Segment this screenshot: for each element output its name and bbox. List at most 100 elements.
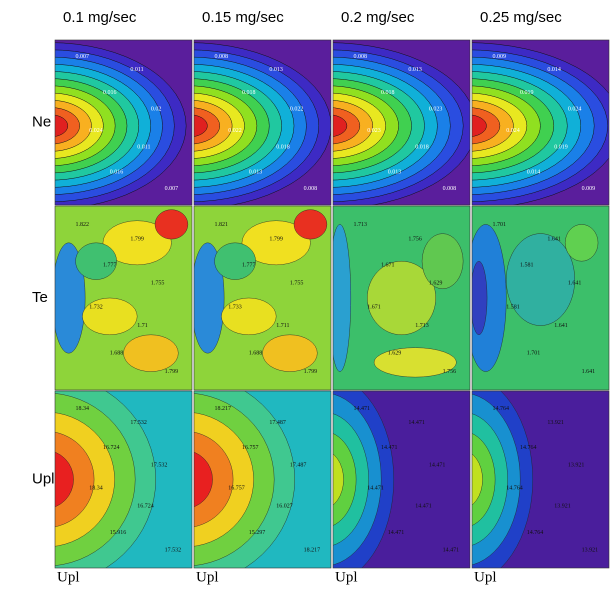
panel-body: 14.471 14.471 14.471 14.471 14.471 14.471 14.4… <box>333 391 470 568</box>
contour-panel: 0.009 0.014 0.019 0.024 0.024 0.019 0.014 0.009 <box>471 39 610 206</box>
contour-panel: 18.34 17.532 16.724 17.532 18.34 16.724 15.916… <box>54 390 193 569</box>
contour-label: 1.822 <box>76 222 90 228</box>
contour-label: 1.581 <box>520 262 534 268</box>
contour-label: 0.018 <box>242 90 256 96</box>
contour-label: 0.016 <box>110 169 124 175</box>
contour-label: 0.008 <box>443 186 457 192</box>
panel-border <box>471 205 610 391</box>
contour-panel: 0.007 0.011 0.016 0.02 0.024 0.011 0.016 0.007 <box>54 39 193 206</box>
contour-label: 13.921 <box>547 420 564 426</box>
contour <box>472 114 487 137</box>
contour <box>472 433 496 526</box>
contour-label: 14.471 <box>408 420 425 426</box>
contour-label: 14.471 <box>443 548 460 554</box>
contour-label: 1.713 <box>415 323 429 329</box>
panel-border <box>332 39 471 206</box>
contour <box>55 451 74 508</box>
contour <box>194 114 208 137</box>
contour-label: 0.018 <box>276 145 290 151</box>
column-footer: Upl <box>57 569 80 585</box>
contour-label: 1.701 <box>527 351 541 357</box>
panel-border <box>193 205 332 391</box>
contour-label: 0.013 <box>249 169 262 175</box>
panel-body: 0.008 0.013 0.018 0.022 0.022 0.018 0.013 0.008 <box>194 40 331 205</box>
contour-label: 14.764 <box>520 445 537 451</box>
contour-panel: 1.701 1.641 1.581 1.641 1.581 1.641 1.701 1.641 <box>471 205 610 391</box>
contour <box>373 347 457 378</box>
contour <box>194 451 213 508</box>
contour-panel: 14.764 13.921 14.764 13.921 14.764 13.921 14.7… <box>471 390 610 569</box>
contour <box>421 233 464 290</box>
panel-body: 1.821 1.799 1.777 1.755 1.733 1.711 1.688 1.799 <box>194 206 331 390</box>
contour-label: 16.027 <box>276 503 293 509</box>
contour <box>123 334 179 372</box>
contour-label: 16.724 <box>103 445 120 451</box>
contour-label: 14.471 <box>415 503 432 509</box>
panel-border <box>54 390 193 569</box>
contour-label: 1.71 <box>137 323 148 329</box>
contour-label: 0.008 <box>354 54 368 60</box>
contour-label: 0.022 <box>290 107 304 113</box>
contour-label: 0.018 <box>381 90 395 96</box>
contour <box>82 297 138 335</box>
contour-panel: 0.008 0.013 0.018 0.022 0.022 0.018 0.013 0.008 <box>193 39 332 206</box>
contour <box>564 224 599 262</box>
contour-label: 0.007 <box>165 186 179 192</box>
contour-label: 0.013 <box>408 67 422 73</box>
contour-label: 17.532 <box>165 548 182 554</box>
contour <box>241 220 311 266</box>
panel-border <box>471 39 610 206</box>
contour <box>55 431 95 528</box>
contour <box>262 334 318 372</box>
contour-label: 1.641 <box>554 323 568 329</box>
contour-label: 1.799 <box>130 236 144 242</box>
panel-body: 18.217 17.487 16.757 17.487 16.757 16.027 15.2… <box>194 391 331 568</box>
contour-label: 0.019 <box>554 145 568 151</box>
contour-label: 1.688 <box>249 351 262 357</box>
contour <box>472 261 488 335</box>
contour-label: 1.701 <box>493 222 507 228</box>
contour-label: 17.487 <box>269 420 286 426</box>
contour-label: 0.014 <box>527 169 541 175</box>
contour <box>472 224 507 372</box>
contour-label: 0.018 <box>415 145 429 151</box>
panel-body: 14.764 13.921 14.764 13.921 14.764 13.921 14.7… <box>472 391 609 568</box>
contour-label: 18.217 <box>304 548 321 554</box>
contour-label: 0.02 <box>151 107 162 113</box>
contour-label: 18.34 <box>89 486 103 492</box>
contour-panel: 1.822 1.799 1.777 1.755 1.732 1.71 1.688 1.799 <box>54 205 193 391</box>
contour-label: 14.764 <box>506 486 523 492</box>
column-footer: Upl <box>474 569 497 585</box>
row-label: Te <box>32 289 48 306</box>
contour-label: 1.799 <box>165 369 179 375</box>
contour-label: 1.713 <box>354 222 368 228</box>
contour-label: 0.024 <box>568 107 582 113</box>
contour <box>333 453 344 506</box>
contour-panel: 14.471 14.471 14.471 14.471 14.471 14.471 14.4… <box>332 390 471 569</box>
row-label: Ne <box>32 113 51 130</box>
panel-body: 1.701 1.641 1.581 1.641 1.581 1.641 1.701 1.641 <box>472 206 609 390</box>
contour-label: 0.011 <box>137 145 150 151</box>
contour-label: 17.532 <box>151 463 168 469</box>
contour-label: 17.532 <box>130 420 147 426</box>
contour-label: 18.34 <box>76 406 90 412</box>
contour <box>333 433 357 526</box>
contour-label: 16.757 <box>242 445 259 451</box>
column-header: 0.2 mg/sec <box>341 9 415 26</box>
contour-label: 16.724 <box>137 503 154 509</box>
contour-panel: 1.821 1.799 1.777 1.755 1.733 1.711 1.688 1.799 <box>193 205 332 391</box>
contour-label: 1.688 <box>110 351 124 357</box>
contour <box>75 242 117 280</box>
contour-panel: 18.217 17.487 16.757 17.487 16.757 16.027 15.2… <box>193 390 332 569</box>
contour-label: 1.777 <box>103 262 117 268</box>
contour-label: 18.217 <box>215 406 232 412</box>
contour <box>55 114 69 137</box>
panel-border <box>193 390 332 569</box>
panel-body: 0.009 0.014 0.019 0.024 0.024 0.019 0.014 0.009 <box>472 40 609 205</box>
column-footer: Upl <box>335 569 358 585</box>
contour-label: 0.016 <box>103 90 117 96</box>
contour-label: 1.755 <box>151 281 165 287</box>
contour-label: 1.671 <box>381 262 395 268</box>
contour-label: 14.764 <box>527 530 544 536</box>
